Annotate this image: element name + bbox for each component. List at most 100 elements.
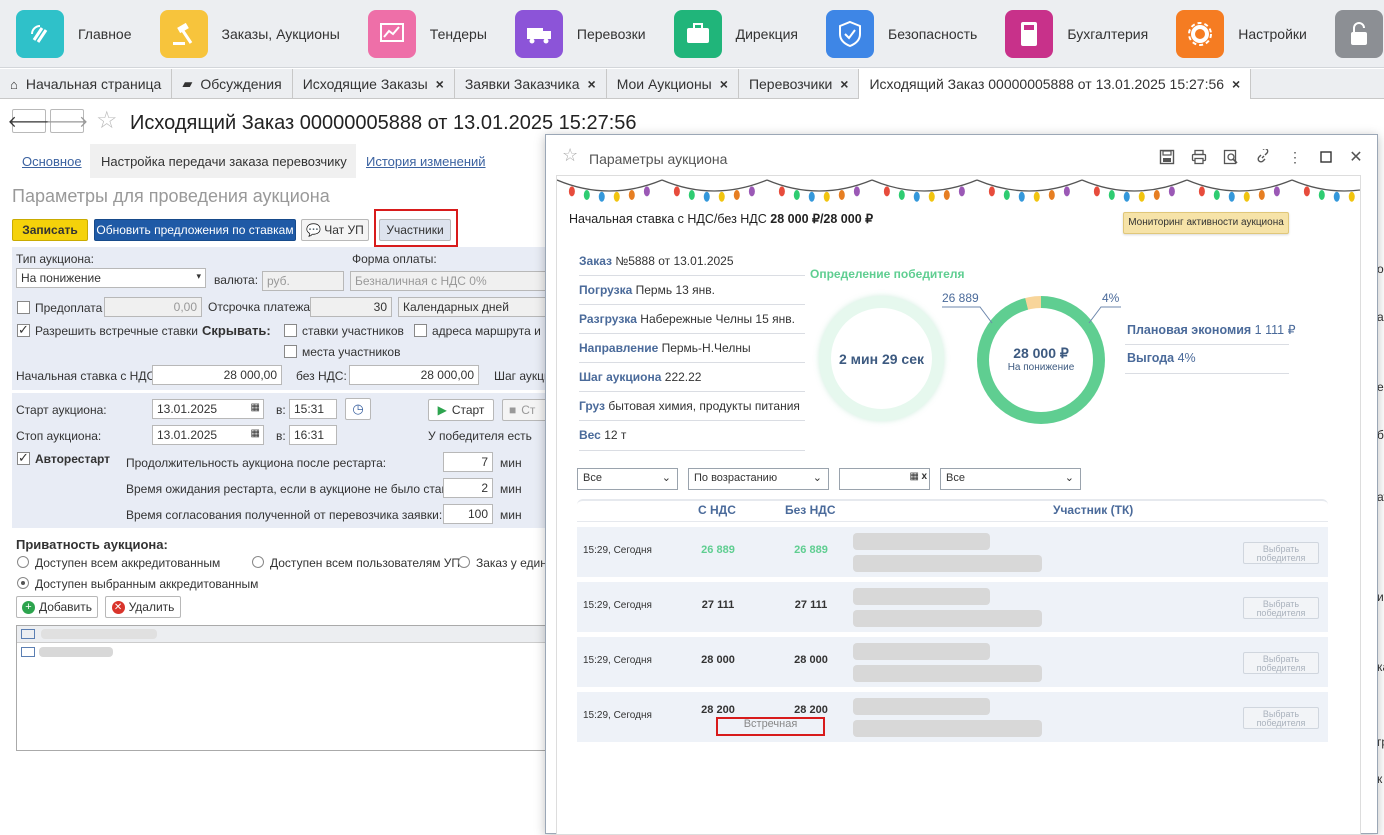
payment-field[interactable]: Безналичная с НДС 0% [350,271,550,291]
delete-label: Удалить [128,600,175,614]
currency-field[interactable]: руб. [262,271,344,291]
prepay-checkbox[interactable] [17,301,30,314]
delete-button[interactable]: ✕ Удалить [105,596,181,618]
maximize-icon[interactable] [1317,148,1335,166]
tab-0[interactable]: ⌂ Начальная страница [0,69,173,99]
bid-row[interactable]: 15:29, Сегодня 27 111 27 111 Выбрать победи… [577,582,1328,632]
auction-type-select[interactable]: На понижение ▾ [16,268,206,288]
privacy-all-accr-radio[interactable] [17,556,29,568]
nav-item-0[interactable]: Главное [0,0,144,67]
hide-places-label: места участников [302,345,401,359]
delay-field[interactable]: 30 [310,297,392,317]
sort-dropdown[interactable]: По возрастанию ⌄ [688,468,829,490]
nav-item-7[interactable]: Настройки [1160,0,1319,67]
tab-label: Обсуждения [200,76,282,92]
tab-settings[interactable]: Настройка передачи заказа перевозчику [101,154,347,169]
select-winner-button[interactable]: Выбрать победителя [1243,707,1319,729]
clock-button[interactable]: ◷ [345,398,371,420]
nav-item-2[interactable]: Тендеры [352,0,499,67]
forward-button[interactable]: 🡒 [46,109,88,133]
filter-all2-dropdown[interactable]: Все ⌄ [940,468,1081,490]
chevron-down-icon: ⌄ [812,472,822,484]
clear-icon[interactable]: x [921,471,927,482]
close-icon[interactable]: × [1232,76,1241,92]
tab-5[interactable]: Перевозчики × [739,69,860,99]
bulb [1243,191,1250,202]
duration-field[interactable]: 7 [443,452,493,472]
more-icon[interactable]: ⋮ [1288,148,1302,165]
delay-unit[interactable]: Календарных дней [398,297,550,317]
privacy-single-radio[interactable] [458,556,470,568]
tab-6[interactable]: Исходящий Заказ 00000005888 от 13.01.202… [859,69,1252,99]
tab-2[interactable]: Исходящие Заказы × [293,69,455,99]
chat-button[interactable]: 💬 Чат УП [301,219,369,241]
back-button[interactable]: 🡐 [8,109,50,133]
link-icon[interactable] [1254,148,1272,166]
privacy-all-users-radio[interactable] [252,556,264,568]
nav-item-label: Настройки [1238,25,1307,42]
bid-row[interactable]: 15:29, Сегодня 28 200 28 200 Выбрать победи… [577,692,1328,742]
start-price-field[interactable]: 28 000,00 [152,365,282,385]
wait-field[interactable]: 2 [443,478,493,498]
close-icon[interactable]: × [840,76,849,92]
participants-button[interactable]: Участники [379,219,451,241]
monitor-button[interactable]: Мониторинг активности аукциона [1123,212,1289,234]
save-icon[interactable] [1158,148,1176,166]
refresh-bids-button[interactable]: Обновить предложения по ставкам [94,219,296,241]
preview-icon[interactable] [1222,148,1240,166]
prepay-field[interactable]: 0,00 [104,297,202,317]
close-icon[interactable]: × [719,76,728,92]
stop-time-field[interactable]: 16:31 [289,425,337,445]
close-icon[interactable]: × [435,76,444,92]
calendar-icon[interactable]: ▦ [250,428,260,439]
nav-item-5[interactable]: Безопасность [810,0,989,67]
stop-button[interactable]: ■ Ст [502,399,548,421]
print-icon[interactable] [1190,148,1208,166]
autorestart-checkbox[interactable] [17,450,30,466]
nav-item-4[interactable]: Дирекция [658,0,810,67]
star-icon[interactable]: ☆ [562,145,579,165]
hide-places-checkbox[interactable] [284,345,297,358]
stop-date-field[interactable]: 13.01.2025 ▦ [152,425,264,445]
start-button[interactable]: ▶ Старт [428,399,494,421]
nav-item-3[interactable]: Перевозки [499,0,658,67]
start-time-field[interactable]: 15:31 [289,399,337,419]
date-filter[interactable]: ▦ x [839,468,930,490]
tab-label: Перевозчики [748,76,833,92]
nav-item-1[interactable]: Заказы, Аукционы [144,0,352,67]
star-icon[interactable]: ☆ [96,107,118,134]
top-nav: Главное Заказы, Аукционы Тендеры Перевозки Д… [0,0,1384,68]
tab-history[interactable]: История изменений [366,154,486,169]
start-date-field[interactable]: 13.01.2025 ▦ [152,399,264,419]
hide-bids-checkbox[interactable] [284,324,297,337]
counter-label: Встречная [743,718,798,730]
select-winner-button[interactable]: Выбрать победителя [1243,597,1319,619]
save-button[interactable]: Записать [12,219,88,241]
close-icon[interactable]: ✕ [1349,149,1363,166]
calendar-icon[interactable]: ▦ [250,402,260,413]
select-winner-button[interactable]: Выбрать победителя [1243,652,1319,674]
close-icon[interactable]: × [587,76,596,92]
table-row[interactable] [17,643,547,661]
tab-3[interactable]: Заявки Заказчика × [455,69,607,99]
privacy-selected-label: Доступен выбранным аккредитованным [35,577,259,591]
calendar-icon[interactable]: ▦ [909,471,919,482]
privacy-selected-radio[interactable] [17,577,29,589]
bid-time: 15:29, Сегодня [583,710,652,721]
tab-main[interactable]: Основное [22,154,82,169]
agree-field[interactable]: 100 [443,504,493,524]
counter-bids-checkbox[interactable] [17,322,30,338]
bid-row[interactable]: 15:29, Сегодня 26 889 26 889 Выбрать победи… [577,527,1328,577]
dropdown-icon: ▾ [196,271,201,281]
bid-row[interactable]: 15:29, Сегодня 28 000 28 000 Выбрать победи… [577,637,1328,687]
tab-1[interactable]: ▰ Обсуждения [172,69,293,99]
clipped-text: ка [1377,660,1384,674]
filter-all-dropdown[interactable]: Все ⌄ [577,468,678,490]
tab-4[interactable]: Мои Аукционы × [607,69,739,99]
add-button[interactable]: + Добавить [16,596,98,618]
select-winner-button[interactable]: Выбрать победителя [1243,542,1319,564]
nav-item-8[interactable]: Ли [1319,0,1384,67]
nav-item-6[interactable]: Бухгалтерия [989,0,1160,67]
hide-addresses-checkbox[interactable] [414,324,427,337]
no-vat-field[interactable]: 28 000,00 [349,365,479,385]
